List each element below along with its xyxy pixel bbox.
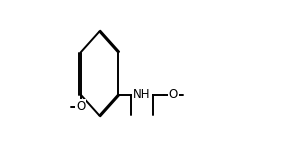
Text: NH: NH [133, 88, 151, 101]
Text: O: O [76, 101, 85, 113]
Text: O: O [169, 88, 178, 101]
